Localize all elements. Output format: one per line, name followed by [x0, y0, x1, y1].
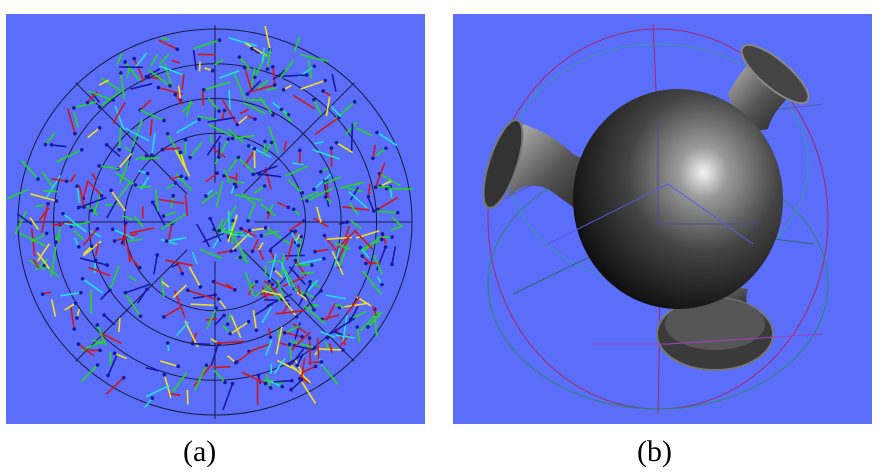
vase-surface-icon	[482, 23, 829, 415]
panel-b	[453, 14, 872, 424]
caption-b: (b)	[637, 435, 672, 468]
caption-a: (a)	[183, 435, 217, 468]
particle-sphere-icon	[6, 25, 413, 419]
panel-a	[6, 14, 425, 424]
